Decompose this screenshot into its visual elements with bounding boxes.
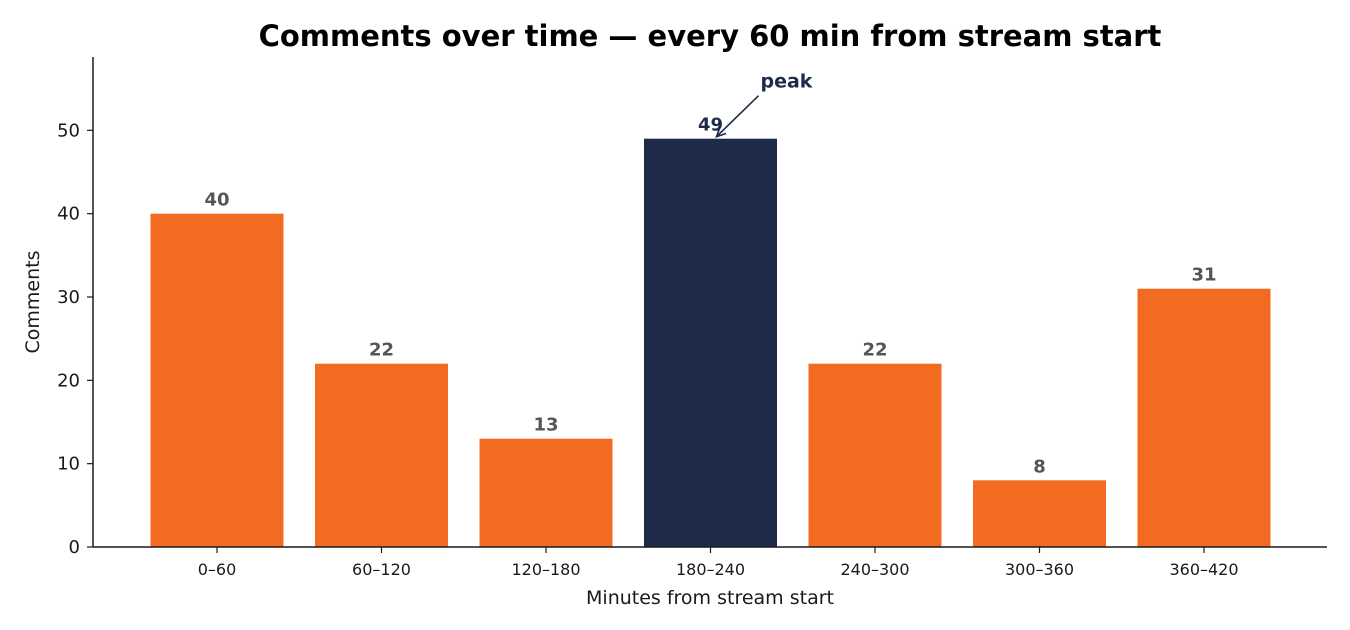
data-label-0–60: 40 [204,190,229,211]
bar-240–300 [808,363,942,547]
bar-120–180 [479,438,613,547]
y-tick-label-10: 10 [57,454,80,475]
data-label-180–240: 49 [698,115,723,136]
x-axis: 0–60 60–120 120–180 180–240 240–300 300–360 36… [93,546,1327,579]
data-label-300–360: 8 [1033,456,1046,477]
bar-360–420 [1137,288,1271,547]
y-tick-label-0: 0 [69,537,80,558]
bar-0–60 [150,213,284,547]
y-axis: 0 10 20 30 40 50 [57,57,94,558]
y-tick-label-50: 50 [57,120,80,141]
x-tick-label-360–420: 360–420 [1169,560,1238,579]
annotation-arrowhead [715,127,727,138]
bar-180–240 [644,138,777,547]
bar-60–120 [315,363,448,547]
x-tick-label-60–120: 60–120 [352,560,411,579]
chart-title: Comments over time — every 60 min from s… [259,19,1162,53]
bar-300–360 [973,480,1106,547]
y-tick-label-40: 40 [57,204,80,225]
x-tick-label-240–300: 240–300 [840,560,909,579]
data-label-360–420: 31 [1191,265,1216,286]
bars-group [150,138,1271,547]
data-label-60–120: 22 [369,340,394,361]
y-tick-label-30: 30 [57,287,80,308]
x-tick-label-0–60: 0–60 [198,560,237,579]
x-tick-label-120–180: 120–180 [511,560,580,579]
peak-annotation: peak [715,71,813,138]
annotation-arrow [715,95,760,138]
data-labels-group: 40 22 13 49 22 8 31 [204,115,1216,478]
x-tick-label-180–240: 180–240 [676,560,745,579]
x-tick-label-300–360: 300–360 [1005,560,1074,579]
data-label-240–300: 22 [862,340,887,361]
y-axis-title: Comments [22,251,44,354]
data-label-120–180: 13 [533,415,558,436]
x-axis-title: Minutes from stream start [586,587,834,609]
annotation-label: peak [761,71,813,93]
y-tick-label-20: 20 [57,370,80,391]
